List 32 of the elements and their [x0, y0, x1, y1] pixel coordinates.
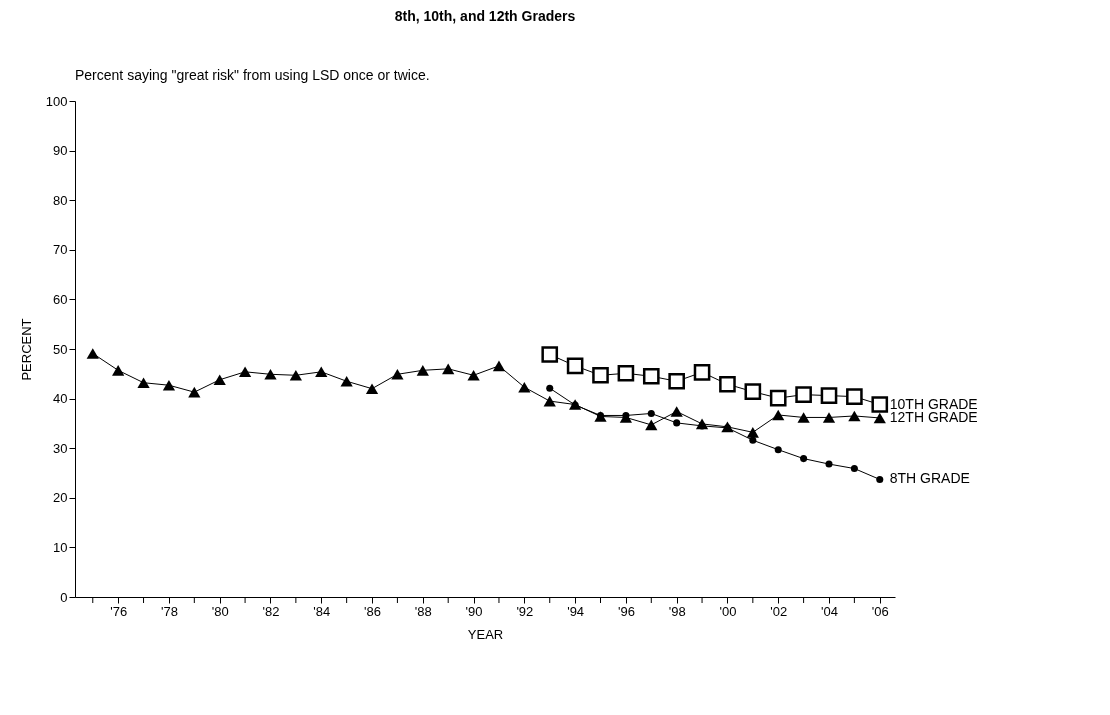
- x-tick-label: '86: [364, 603, 381, 619]
- x-tick-label: '00: [719, 603, 737, 619]
- text: Percent saying "great risk" from using LSD once or twice.: [75, 67, 430, 83]
- x-axis-title: YEAR: [467, 626, 504, 642]
- x-tick-label: '78: [160, 603, 178, 619]
- x-tick-label: '90: [465, 603, 483, 619]
- x-tick-label: '98: [668, 603, 686, 619]
- x-tick-label: '96: [617, 603, 635, 619]
- y-tick-label: 80: [53, 192, 68, 208]
- y-tick-label: 20: [53, 490, 68, 506]
- series-label: 8TH GRADE: [889, 470, 970, 487]
- y-tick-label: 100: [45, 93, 68, 109]
- x-tick-label: '02: [770, 603, 788, 619]
- x-tick-label: '92: [516, 603, 534, 619]
- y-tick-label: 40: [53, 391, 68, 407]
- x-tick-label: '84: [313, 603, 331, 619]
- y-tick-label: 0: [60, 589, 68, 605]
- x-tick-label: '04: [821, 603, 838, 619]
- chart-title: 8th, 10th, and 12th Graders: [394, 8, 576, 24]
- x-tick-label: '82: [262, 603, 280, 619]
- y-axis-title: PERCENT: [18, 318, 34, 381]
- x-tick-label: '80: [211, 603, 229, 619]
- y-tick-label: 60: [53, 291, 68, 307]
- y-tick-label: 30: [53, 440, 68, 456]
- y-tick-label: 10: [53, 539, 68, 555]
- y-tick-label: 90: [53, 143, 68, 159]
- x-tick-label: '94: [567, 603, 585, 619]
- x-tick-label: '76: [110, 603, 128, 619]
- y-tick-label: 70: [53, 242, 68, 258]
- x-tick-label: '06: [871, 603, 889, 619]
- y-tick-label: 50: [53, 341, 68, 357]
- x-tick-label: '88: [414, 603, 432, 619]
